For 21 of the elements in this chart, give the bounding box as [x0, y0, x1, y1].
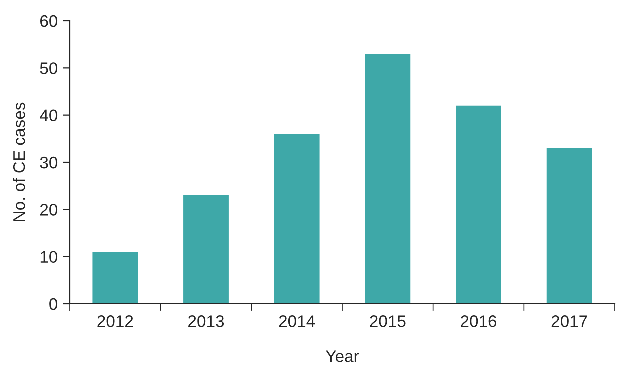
x-tick-label: 2013 — [188, 316, 224, 328]
y-tick-label: 0 — [50, 298, 58, 310]
bar — [456, 106, 502, 304]
y-tick-label: 20 — [40, 204, 58, 216]
y-tick-label: 50 — [40, 62, 58, 74]
bar — [184, 196, 229, 304]
x-tick-label: 2016 — [461, 316, 497, 328]
y-tick-label: 30 — [40, 156, 58, 169]
x-axis-title: Year — [326, 350, 360, 362]
y-tick-label: 10 — [40, 251, 58, 264]
bar — [92, 252, 138, 304]
bar — [274, 134, 320, 304]
y-tick-label: 40 — [40, 110, 58, 122]
x-tick-label: 2014 — [279, 316, 316, 328]
bar — [365, 54, 411, 304]
y-tick-label: 60 — [40, 15, 58, 28]
x-tick-label: 2017 — [552, 316, 588, 328]
y-axis-title: No. of CE cases — [13, 102, 26, 222]
x-tick-label: 2012 — [98, 316, 134, 328]
bar — [546, 148, 592, 304]
x-tick-label: 2015 — [370, 316, 406, 328]
